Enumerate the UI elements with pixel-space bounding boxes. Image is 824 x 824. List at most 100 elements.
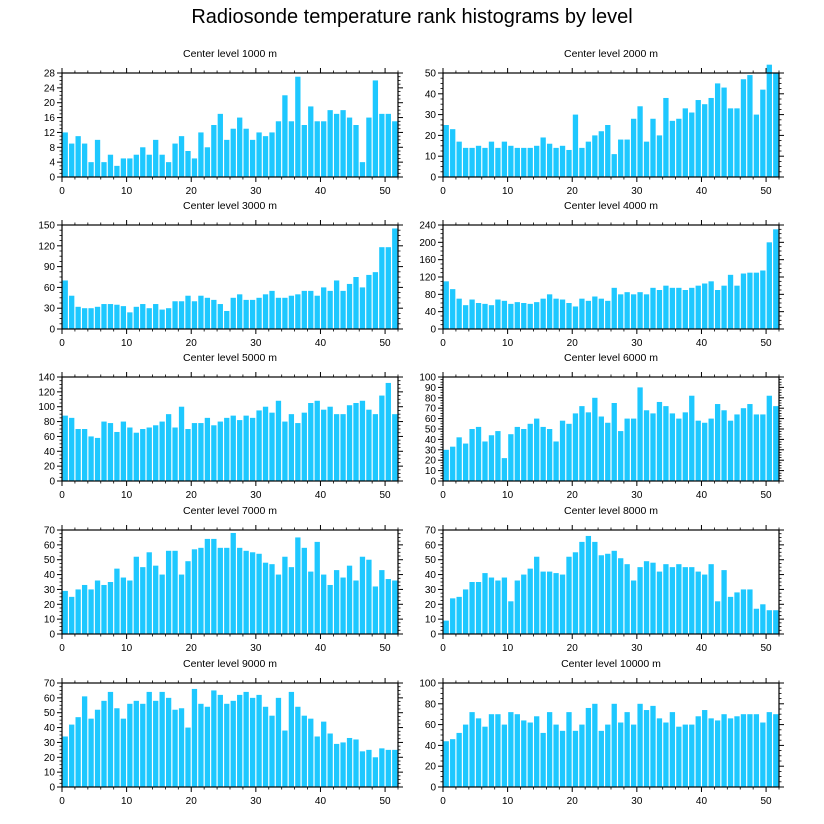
bar bbox=[740, 408, 747, 481]
x-tick-label: 20 bbox=[567, 796, 579, 807]
bar bbox=[456, 732, 462, 787]
bar bbox=[753, 608, 760, 634]
bar bbox=[75, 306, 81, 329]
bar bbox=[456, 596, 462, 634]
bar bbox=[101, 700, 107, 787]
bar bbox=[282, 95, 288, 177]
bar bbox=[308, 403, 314, 481]
bar bbox=[288, 691, 295, 787]
bar bbox=[714, 290, 721, 329]
bar bbox=[249, 697, 256, 787]
bar bbox=[611, 550, 617, 634]
x-tick-label: 10 bbox=[121, 643, 133, 654]
bar bbox=[282, 730, 288, 787]
bar bbox=[314, 121, 320, 177]
y-tick-label: 0 bbox=[49, 325, 55, 336]
bar bbox=[708, 418, 714, 481]
bar bbox=[689, 724, 695, 787]
bar bbox=[740, 714, 747, 787]
bar bbox=[288, 295, 295, 329]
bar bbox=[172, 427, 178, 481]
bar bbox=[159, 421, 165, 481]
bar bbox=[346, 405, 353, 481]
bar bbox=[598, 131, 604, 177]
bar bbox=[211, 538, 217, 634]
bar bbox=[301, 125, 307, 177]
x-tick-label: 20 bbox=[567, 643, 579, 654]
bar bbox=[165, 308, 172, 329]
bar bbox=[618, 294, 624, 329]
bar bbox=[702, 422, 708, 481]
bar bbox=[301, 715, 307, 787]
bar bbox=[224, 310, 230, 329]
bar bbox=[527, 722, 533, 787]
bar bbox=[127, 312, 133, 329]
y-tick-label: 40 bbox=[425, 89, 437, 100]
bar bbox=[450, 289, 456, 329]
y-tick-label: 90 bbox=[425, 383, 437, 394]
bar bbox=[598, 298, 604, 329]
y-tick-label: 60 bbox=[44, 540, 56, 551]
bar bbox=[75, 429, 81, 481]
bar bbox=[714, 601, 721, 634]
bar bbox=[165, 414, 172, 481]
bar bbox=[669, 287, 676, 329]
bar bbox=[75, 136, 81, 177]
bar bbox=[211, 425, 217, 481]
bar bbox=[469, 429, 475, 481]
bar bbox=[585, 707, 592, 787]
bar bbox=[624, 139, 630, 177]
bar bbox=[747, 589, 753, 634]
bar bbox=[559, 420, 566, 481]
bar bbox=[501, 458, 508, 481]
bar bbox=[333, 570, 340, 634]
bar bbox=[773, 714, 779, 787]
bar bbox=[153, 304, 159, 329]
bar bbox=[566, 303, 572, 329]
bar bbox=[676, 564, 682, 634]
bar bbox=[637, 387, 643, 481]
y-tick-label: 0 bbox=[430, 173, 436, 184]
x-tick-label: 50 bbox=[761, 796, 773, 807]
bar bbox=[372, 80, 379, 177]
bar bbox=[178, 301, 185, 329]
bar bbox=[146, 552, 152, 634]
bar bbox=[346, 117, 353, 177]
bar bbox=[321, 409, 327, 481]
bar bbox=[140, 567, 146, 634]
bar bbox=[269, 132, 275, 177]
x-tick-label: 40 bbox=[315, 338, 327, 349]
bar bbox=[327, 584, 333, 634]
bar bbox=[592, 703, 598, 787]
bar bbox=[501, 577, 508, 634]
bar bbox=[727, 108, 734, 177]
bar bbox=[237, 294, 243, 329]
bar bbox=[605, 125, 611, 177]
bar bbox=[566, 149, 572, 177]
bar bbox=[669, 413, 676, 481]
y-tick-label: 10 bbox=[425, 615, 437, 626]
bar bbox=[650, 118, 656, 177]
bar bbox=[753, 714, 760, 787]
x-tick-label: 0 bbox=[59, 338, 65, 349]
bar bbox=[592, 296, 598, 329]
x-tick-label: 10 bbox=[121, 490, 133, 501]
bar bbox=[482, 303, 488, 329]
bar bbox=[269, 564, 275, 634]
bar bbox=[379, 247, 385, 329]
bar bbox=[114, 431, 120, 481]
bar bbox=[385, 113, 391, 177]
bar bbox=[559, 145, 566, 177]
x-tick-label: 50 bbox=[380, 490, 392, 501]
bar bbox=[553, 147, 559, 177]
bar bbox=[133, 154, 139, 177]
y-tick-label: 30 bbox=[44, 304, 56, 315]
bar bbox=[501, 141, 508, 177]
bar bbox=[69, 417, 75, 481]
bar bbox=[624, 292, 630, 329]
bar bbox=[766, 712, 772, 787]
bar bbox=[295, 537, 301, 634]
chart-panel: 0 10 20 30 40 50 60 70 0 10 20 30 40 50 Center level 7… bbox=[44, 505, 403, 654]
bar bbox=[611, 403, 617, 481]
bar bbox=[353, 277, 359, 329]
